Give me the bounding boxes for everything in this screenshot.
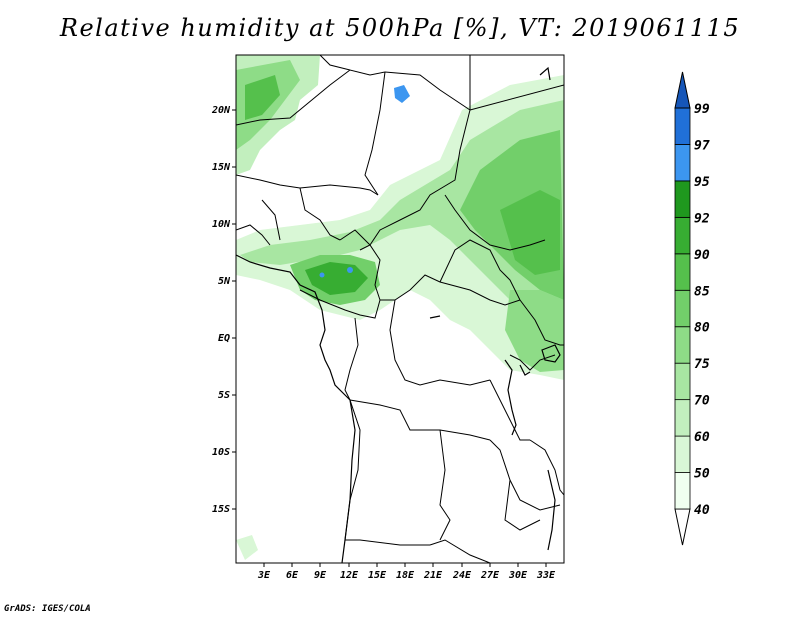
colorbar-cell	[674, 472, 691, 510]
colorbar-label: 40	[694, 503, 710, 518]
lat-label: 5S	[218, 390, 230, 401]
colorbar-cell	[674, 435, 691, 473]
axis-ticks	[232, 109, 547, 567]
colorbar-cell	[674, 362, 691, 401]
colorbar-cell	[674, 180, 691, 218]
colorbar-cell	[674, 107, 691, 145]
colorbar-cell	[674, 399, 691, 437]
map-title: Relative humidity at 500hPa [%], VT: 201…	[59, 14, 741, 42]
country-borders	[236, 55, 564, 563]
latitude-labels: 20N 15N 10N 5N EQ 5S 10S 15S	[211, 105, 231, 515]
grads-credit: GrADS: IGES/COLA	[4, 604, 91, 614]
colorbar-label: 99	[694, 102, 710, 117]
lat-label: 5N	[218, 276, 231, 287]
lon-label: 33E	[536, 570, 556, 581]
lat-label: 20N	[211, 105, 231, 116]
lon-label: 15E	[368, 570, 387, 581]
lon-label: 27E	[480, 570, 500, 581]
colorbar-cell	[674, 144, 691, 182]
lat-label: 15S	[212, 504, 230, 515]
colorbar-cell	[674, 289, 691, 328]
colorbar-label: 85	[694, 284, 710, 299]
lon-label: 21E	[423, 570, 443, 581]
colorbar-label: 97	[694, 138, 710, 153]
colorbar-label: 50	[694, 467, 710, 482]
lat-label: 10S	[212, 447, 230, 458]
colorbar-label: 70	[694, 394, 710, 409]
lat-label: 15N	[212, 162, 231, 173]
colorbar-cell	[674, 216, 691, 255]
colorbar-label: 92	[694, 211, 710, 226]
lon-label: 9E	[314, 570, 327, 581]
lon-label: 18E	[396, 570, 415, 581]
colorbar-min-triangle	[674, 508, 691, 546]
colorbar-label: 90	[694, 248, 710, 263]
lon-label: 6E	[286, 570, 299, 581]
lat-label: EQ	[218, 333, 230, 344]
lon-label: 24E	[452, 570, 472, 581]
colorbar-label: 60	[694, 430, 710, 445]
colorbar-cell	[674, 326, 691, 364]
humidity-shading	[236, 55, 564, 560]
colorbar-cell	[674, 253, 691, 291]
colorbar-label: 80	[694, 321, 710, 336]
map-frame	[235, 54, 565, 564]
colorbar-label: 95	[694, 175, 710, 190]
colorbar-label: 75	[694, 357, 710, 372]
lon-label: 3E	[257, 570, 271, 581]
lon-label: 30E	[508, 570, 528, 581]
longitude-labels: 3E 6E 9E 12E 15E 18E 21E 24E 27E 30E 33E	[257, 570, 556, 581]
lon-label: 12E	[340, 570, 359, 581]
lat-label: 10N	[212, 219, 231, 230]
colorbar-max-triangle	[674, 71, 691, 109]
coastlines	[236, 66, 561, 563]
